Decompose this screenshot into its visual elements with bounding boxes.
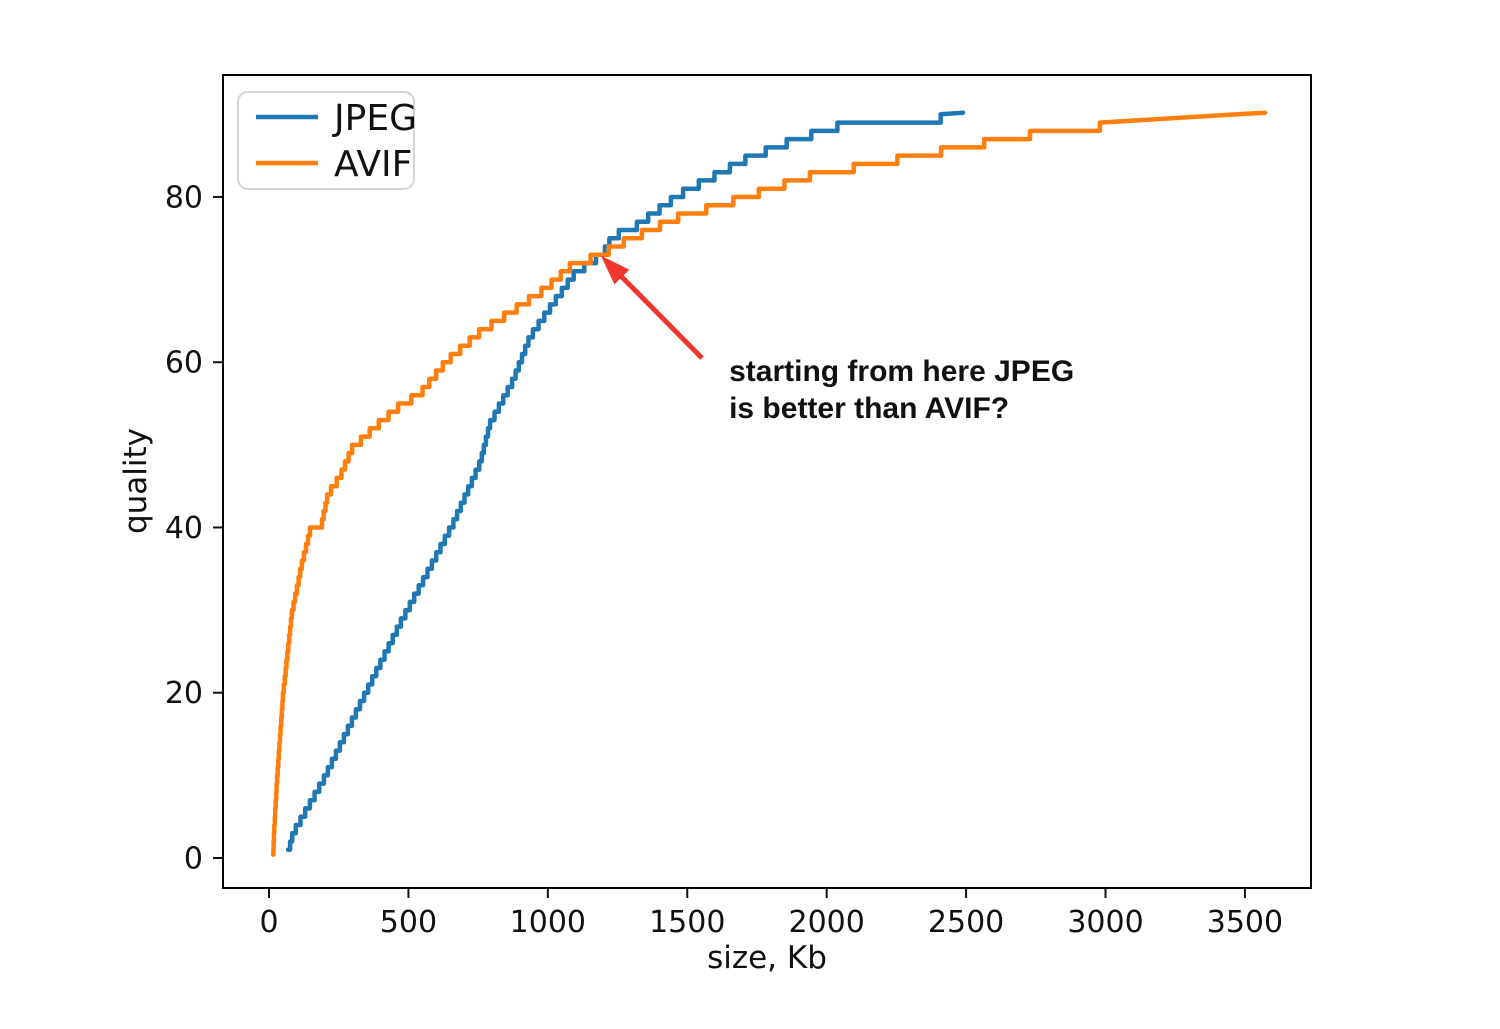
legend-label-avif: AVIF — [334, 144, 412, 185]
plot-generated: 0 500 1000 1500 2000 2500 3000 3500 0 20 40 60 80 — [165, 110, 1283, 940]
y-tick-label: 60 — [165, 346, 203, 381]
annotation-arrow-line — [614, 269, 704, 360]
x-tick-label: 3500 — [1207, 905, 1283, 940]
annotation: starting from here JPEG is better than A… — [600, 255, 1074, 425]
x-tick-label: 2500 — [928, 905, 1004, 940]
plot-frame — [222, 74, 1312, 889]
x-tick-label: 0 — [259, 905, 278, 940]
annotation-text-line1: starting from here JPEG — [729, 355, 1074, 388]
series-line-avif — [270, 110, 1268, 857]
x-tick-label: 1500 — [649, 905, 725, 940]
legend: JPEG AVIF — [237, 91, 417, 190]
x-axis-label: size, Kb — [707, 940, 827, 976]
y-tick-label: 0 — [184, 842, 203, 877]
x-tick-label: 2000 — [788, 905, 864, 940]
y-tick-label: 20 — [165, 676, 203, 711]
x-tick-label: 500 — [380, 905, 437, 940]
legend-label-jpeg: JPEG — [332, 98, 417, 139]
x-tick-label: 1000 — [510, 905, 586, 940]
x-tick-label: 3000 — [1067, 905, 1143, 940]
annotation-text-line2: is better than AVIF? — [729, 392, 1009, 425]
y-tick-label: 40 — [165, 511, 203, 546]
annotation-arrow-head — [600, 255, 630, 285]
series-line-jpeg — [285, 110, 966, 852]
y-axis-label: quality — [118, 428, 154, 534]
y-tick-label: 80 — [165, 180, 203, 215]
